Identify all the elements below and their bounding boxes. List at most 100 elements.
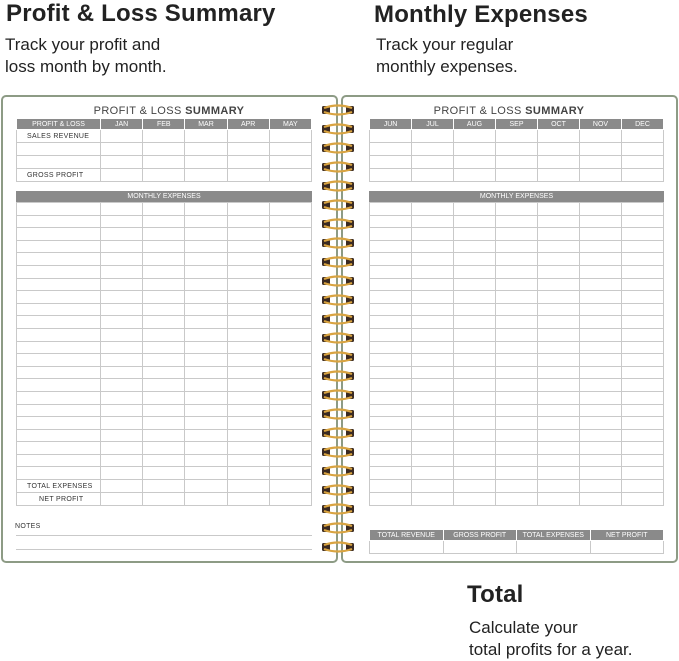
- cell[interactable]: [411, 277, 454, 292]
- cell[interactable]: [453, 453, 496, 468]
- cell[interactable]: [99, 214, 144, 229]
- cell[interactable]: [369, 441, 412, 455]
- cell[interactable]: [142, 168, 186, 182]
- cell[interactable]: [16, 327, 101, 342]
- cell[interactable]: [142, 315, 186, 329]
- cell[interactable]: [453, 378, 496, 392]
- cell[interactable]: [537, 315, 580, 329]
- cell[interactable]: [537, 428, 580, 443]
- cell[interactable]: [99, 239, 144, 254]
- cell[interactable]: [495, 466, 538, 481]
- cell[interactable]: [411, 479, 454, 494]
- cell[interactable]: [142, 492, 186, 507]
- cell[interactable]: [579, 252, 622, 266]
- cell[interactable]: [99, 129, 144, 143]
- cell[interactable]: [621, 492, 664, 507]
- cell[interactable]: [453, 264, 496, 279]
- cell[interactable]: [99, 466, 144, 481]
- cell[interactable]: [142, 428, 186, 443]
- cell[interactable]: [268, 441, 313, 455]
- cell[interactable]: [226, 290, 270, 304]
- cell[interactable]: [411, 453, 454, 468]
- cell[interactable]: [453, 441, 496, 455]
- cell[interactable]: [579, 492, 622, 507]
- cell[interactable]: [142, 403, 186, 418]
- cell[interactable]: [142, 390, 186, 405]
- cell[interactable]: [99, 479, 144, 494]
- cell[interactable]: [369, 416, 412, 430]
- cell[interactable]: [453, 327, 496, 342]
- cell[interactable]: [142, 227, 186, 241]
- cell[interactable]: [16, 142, 101, 156]
- cell[interactable]: [184, 239, 228, 254]
- cell[interactable]: [184, 315, 228, 329]
- cell[interactable]: [495, 277, 538, 292]
- cell[interactable]: [621, 214, 664, 229]
- cell[interactable]: [16, 428, 101, 443]
- notes-line[interactable]: [16, 549, 312, 550]
- cell[interactable]: [99, 252, 144, 266]
- cell[interactable]: [453, 353, 496, 367]
- cell[interactable]: [369, 479, 412, 494]
- cell[interactable]: [99, 202, 144, 216]
- cell[interactable]: [579, 466, 622, 481]
- cell[interactable]: [537, 403, 580, 418]
- cell[interactable]: [621, 479, 664, 494]
- cell[interactable]: [369, 142, 412, 156]
- cell[interactable]: [537, 378, 580, 392]
- cell[interactable]: [99, 327, 144, 342]
- cell[interactable]: [268, 155, 313, 169]
- cell[interactable]: [184, 428, 228, 443]
- cell[interactable]: [142, 453, 186, 468]
- cell[interactable]: [495, 353, 538, 367]
- cell[interactable]: [411, 390, 454, 405]
- cell[interactable]: [621, 441, 664, 455]
- cell[interactable]: [411, 365, 454, 380]
- cell[interactable]: [142, 302, 186, 317]
- cell[interactable]: [142, 479, 186, 494]
- cell[interactable]: [99, 441, 144, 455]
- cell[interactable]: [226, 277, 270, 292]
- cell[interactable]: [453, 214, 496, 229]
- cell[interactable]: [537, 390, 580, 405]
- cell[interactable]: [537, 302, 580, 317]
- cell[interactable]: [268, 365, 313, 380]
- cell[interactable]: [537, 239, 580, 254]
- cell[interactable]: [369, 327, 412, 342]
- cell[interactable]: [453, 290, 496, 304]
- cell[interactable]: [142, 264, 186, 279]
- cell[interactable]: [142, 378, 186, 392]
- cell[interactable]: [411, 214, 454, 229]
- cell[interactable]: [184, 479, 228, 494]
- cell[interactable]: [411, 168, 454, 182]
- cell[interactable]: [579, 479, 622, 494]
- cell[interactable]: [453, 168, 496, 182]
- cell[interactable]: [268, 492, 313, 507]
- cell[interactable]: [226, 479, 270, 494]
- cell[interactable]: [579, 277, 622, 292]
- cell[interactable]: [579, 129, 622, 143]
- cell[interactable]: [184, 142, 228, 156]
- cell[interactable]: [579, 315, 622, 329]
- cell[interactable]: [184, 227, 228, 241]
- cell[interactable]: [453, 428, 496, 443]
- cell[interactable]: [142, 365, 186, 380]
- cell[interactable]: [369, 492, 412, 507]
- cell[interactable]: [411, 239, 454, 254]
- cell[interactable]: [268, 290, 313, 304]
- cell[interactable]: [411, 327, 454, 342]
- cell[interactable]: [16, 302, 101, 317]
- cell[interactable]: [99, 290, 144, 304]
- cell[interactable]: [99, 365, 144, 380]
- cell[interactable]: [579, 155, 622, 169]
- cell[interactable]: [226, 453, 270, 468]
- cell[interactable]: [369, 353, 412, 367]
- cell[interactable]: [369, 227, 412, 241]
- cell[interactable]: [16, 214, 101, 229]
- cell[interactable]: [99, 315, 144, 329]
- cell[interactable]: [268, 315, 313, 329]
- cell[interactable]: [453, 403, 496, 418]
- cell[interactable]: [184, 416, 228, 430]
- cell[interactable]: [411, 302, 454, 317]
- cell[interactable]: [579, 142, 622, 156]
